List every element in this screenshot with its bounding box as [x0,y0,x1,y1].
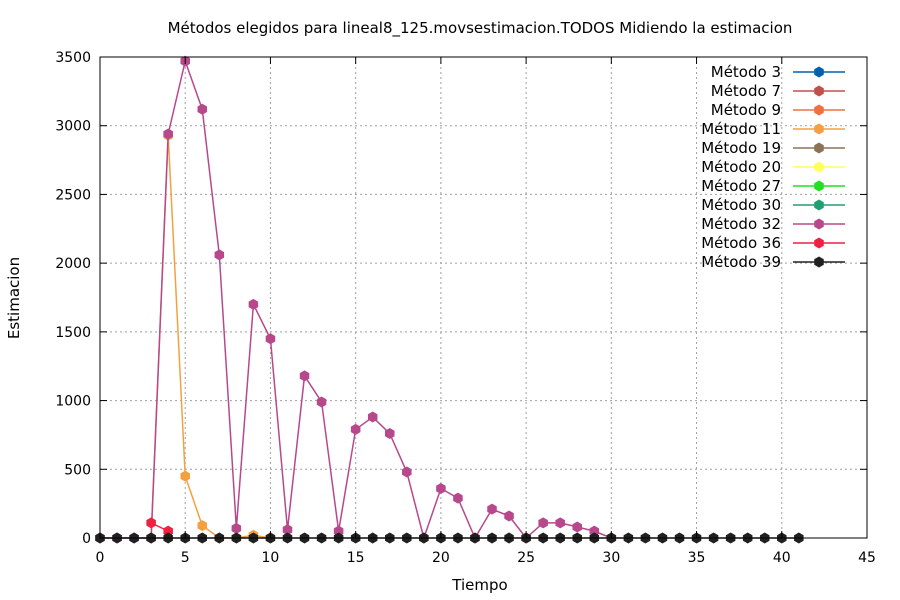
y-tick-label: 1000 [55,394,91,410]
data-point [180,470,190,482]
x-tick-label: 10 [262,550,280,566]
data-point [214,249,225,261]
data-point [265,333,276,345]
x-tick-label: 40 [773,550,791,566]
data-point [350,423,361,435]
plot-area [95,55,804,544]
y-tick-label: 3500 [55,50,91,66]
data-point [487,503,497,515]
legend-label: Método 19 [701,139,781,157]
data-point [504,510,514,522]
legend-marker [814,123,824,135]
legend-label: Método 32 [701,215,781,233]
legend-entry: Método 39 [701,253,845,271]
data-point [555,517,565,529]
x-tick-label: 45 [858,550,876,566]
chart-title: Métodos elegidos para lineal8_125.movses… [168,19,793,38]
legend-entry: Método 30 [701,196,845,214]
legend-marker [814,256,824,268]
data-point [402,466,412,478]
legend-entry: Método 32 [701,215,845,233]
x-axis-label: Tiempo [451,576,507,594]
data-point [316,396,327,408]
legend-marker [814,218,824,230]
y-axis-label: Estimacion [5,257,23,339]
legend-marker [814,85,824,97]
x-tick-label: 15 [347,550,365,566]
legend-entry: Método 19 [701,139,845,157]
legend-label: Método 20 [701,158,781,176]
legend-label: Método 11 [701,120,781,138]
legend-entry: Método 20 [701,158,845,176]
x-tick-label: 5 [181,550,190,566]
data-point [163,128,173,140]
legend-entry: Método 36 [701,234,845,252]
legend-label: Método 36 [701,234,781,252]
legend-marker [814,180,824,192]
axis-ticks: 0 5 10 15 20 25 30 35 40 45 0 500 1000 1500 2000 2500 30… [55,50,876,566]
legend-label: Método 3 [711,63,781,81]
data-point [146,517,156,529]
legend-marker [814,142,824,154]
x-tick-label: 20 [432,550,450,566]
data-point [282,524,293,536]
plot-frame [99,56,868,539]
x-tick-label: 0 [96,550,105,566]
data-point [384,428,395,440]
y-tick-label: 0 [82,531,91,547]
legend-entry: Método 3 [711,63,845,81]
legend-marker [814,161,824,173]
legend-marker [814,104,824,116]
legend-label: Método 39 [701,253,781,271]
legend-marker [814,199,824,211]
legend-marker [814,237,824,249]
x-tick-label: 30 [602,550,620,566]
legend-label: Método 7 [711,82,781,100]
series-11 [95,532,804,544]
series-line [150,134,271,539]
y-tick-label: 1500 [55,325,91,341]
legend-entry: Método 7 [711,82,845,100]
data-point [248,298,259,310]
data-point [453,492,463,504]
legend-entry: Método 27 [701,177,845,195]
data-point [197,520,208,532]
legend-entry: Método 11 [701,120,845,138]
grid [100,57,867,538]
data-point [231,522,242,534]
legend-marker [814,66,824,78]
data-point [538,517,548,529]
y-tick-label: 2000 [55,256,91,272]
x-tick-label: 35 [688,550,706,566]
data-point [197,103,208,115]
x-tick-label: 25 [517,550,535,566]
y-tick-label: 500 [64,462,91,478]
legend-entry: Método 9 [711,101,845,119]
data-point [299,370,310,382]
legend-label: Método 30 [701,196,781,214]
y-tick-label: 3000 [55,119,91,135]
legend-label: Método 9 [711,101,781,119]
data-point [367,411,378,423]
legend-label: Método 27 [701,177,781,195]
y-tick-label: 2500 [55,187,91,203]
data-point [436,483,446,495]
data-point [572,521,583,533]
